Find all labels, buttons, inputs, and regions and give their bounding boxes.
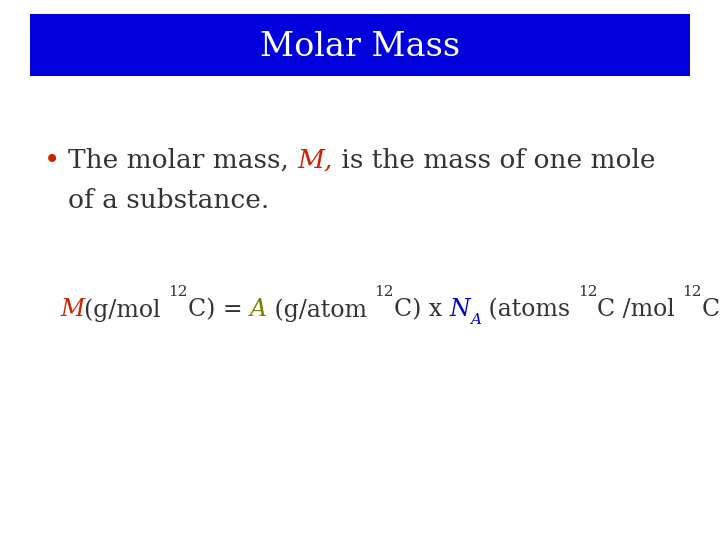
- Text: A: A: [250, 299, 267, 321]
- Text: (g/mol: (g/mol: [84, 298, 168, 322]
- Text: Molar Mass: Molar Mass: [260, 31, 460, 63]
- Text: C /mol: C /mol: [598, 299, 683, 321]
- Text: 12: 12: [683, 285, 702, 299]
- Text: 12: 12: [168, 285, 188, 299]
- Text: C): C): [702, 299, 720, 321]
- Bar: [30, 14, 690, 76]
- Text: The molar mass,: The molar mass,: [68, 147, 297, 172]
- Text: •: •: [44, 146, 60, 174]
- Text: of a substance.: of a substance.: [68, 187, 269, 213]
- Text: is the mass of one mole: is the mass of one mole: [333, 147, 655, 172]
- Text: 12: 12: [577, 285, 598, 299]
- Text: M: M: [60, 299, 84, 321]
- Text: (atoms: (atoms: [481, 299, 577, 321]
- Text: 12: 12: [374, 285, 394, 299]
- Text: M,: M,: [297, 147, 333, 172]
- Text: A: A: [470, 313, 481, 327]
- Text: N: N: [449, 299, 470, 321]
- Text: C) x: C) x: [394, 299, 449, 321]
- Text: (g/atom: (g/atom: [267, 298, 374, 322]
- Text: C) =: C) =: [188, 299, 250, 321]
